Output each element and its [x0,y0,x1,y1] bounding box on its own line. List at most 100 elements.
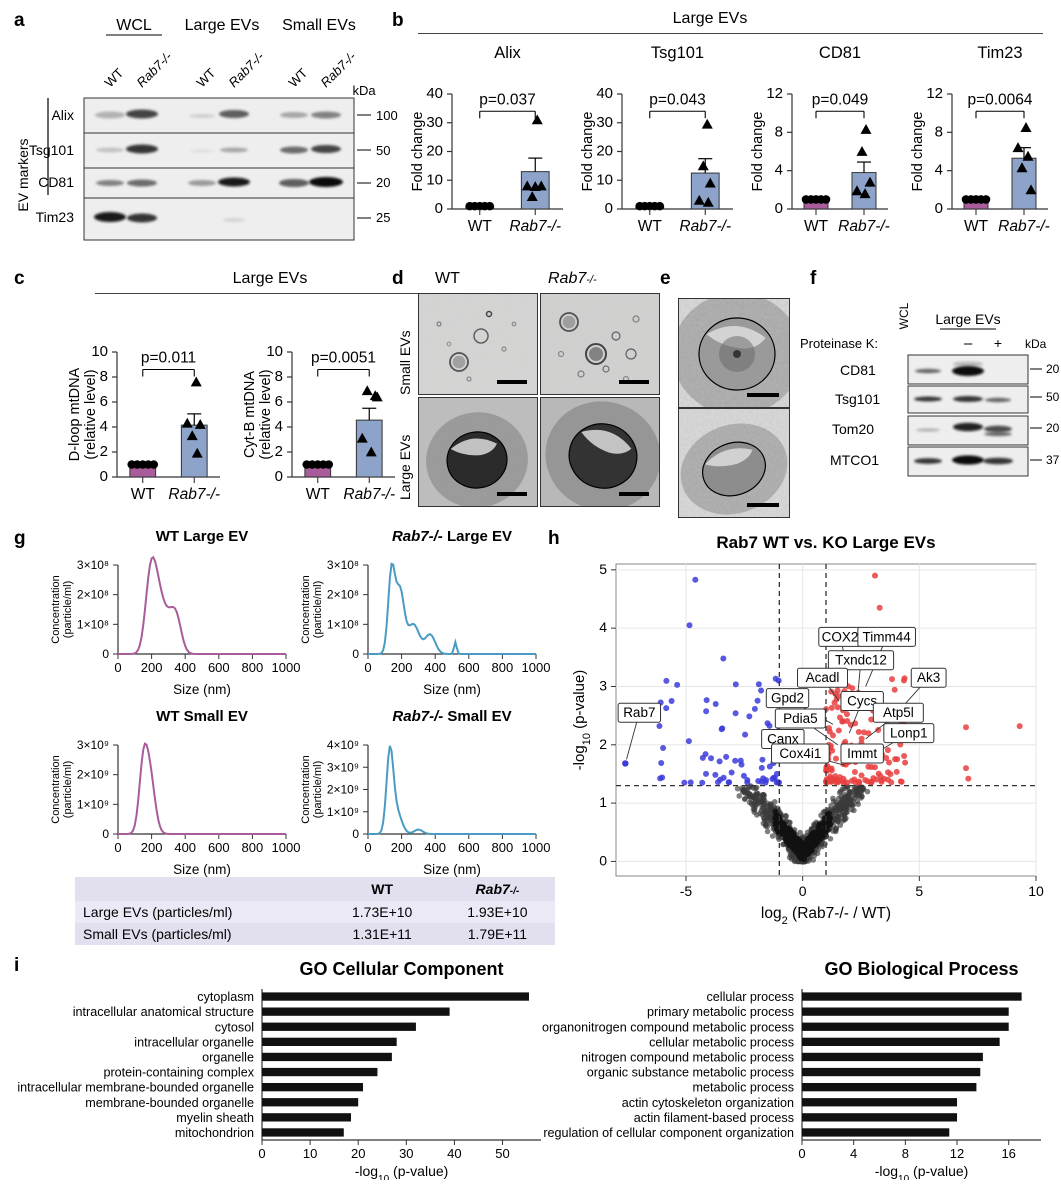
svg-text:Rab7-/-: Rab7-/- [679,218,731,235]
svg-text:0: 0 [364,840,371,855]
svg-text:0: 0 [605,200,613,217]
svg-text:30: 30 [399,1146,413,1161]
svg-text:(particle/ml): (particle/ml) [312,761,324,818]
svg-text:Size (nm): Size (nm) [173,862,231,877]
svg-text:40: 40 [447,1146,461,1161]
svg-text:Cox4i1: Cox4i1 [779,746,821,761]
svg-text:40: 40 [426,85,443,102]
svg-text:3×10⁹: 3×10⁹ [327,760,359,774]
svg-text:200: 200 [391,660,413,675]
svg-text:2×10⁸: 2×10⁸ [77,588,109,602]
svg-text:50: 50 [376,143,390,158]
svg-text:Fold change: Fold change [410,112,426,192]
svg-text:primary metabolic process: primary metabolic process [647,1005,794,1019]
svg-text:cytosol: cytosol [215,1020,254,1034]
svg-text:WT: WT [131,486,156,503]
svg-text:25: 25 [376,210,390,225]
svg-text:WT Small EV: WT Small EV [156,708,248,725]
svg-text:CD81: CD81 [840,362,876,378]
svg-text:GO Biological Process: GO Biological Process [824,959,1018,979]
svg-text:0: 0 [599,852,607,868]
svg-text:Rab7-/-: Rab7-/- [134,48,176,90]
svg-text:0: 0 [102,827,109,841]
svg-text:(particle/ml): (particle/ml) [312,581,324,638]
svg-text:organelle: organelle [202,1050,254,1064]
svg-text:12: 12 [950,1146,964,1161]
svg-text:0: 0 [114,840,121,855]
svg-text:cellular process: cellular process [707,990,795,1004]
svg-text:Tsg101: Tsg101 [651,44,704,62]
svg-text:Tsg101: Tsg101 [835,391,880,407]
svg-text:8: 8 [902,1146,909,1161]
svg-text:10: 10 [596,171,613,188]
svg-text:1000: 1000 [272,660,300,675]
svg-text:p=0.037: p=0.037 [479,91,535,108]
svg-text:40: 40 [596,85,613,102]
svg-text:Tim23: Tim23 [977,44,1022,62]
svg-text:50: 50 [1046,390,1060,404]
svg-text:(particle/ml): (particle/ml) [62,761,74,818]
svg-text:CD81: CD81 [38,174,74,190]
svg-text:log2 (Rab7-/- / WT): log2 (Rab7-/- / WT) [761,905,891,927]
svg-text:1: 1 [599,794,607,810]
svg-text:0: 0 [100,468,108,485]
svg-text:cellular metabolic process: cellular metabolic process [649,1035,794,1049]
svg-text:nitrogen compound metabolic pr: nitrogen compound metabolic process [581,1050,794,1064]
svg-text:WT: WT [638,218,663,235]
svg-text:Concentration: Concentration [300,575,312,644]
svg-text:cytoplasm: cytoplasm [197,990,254,1004]
svg-text:600: 600 [458,660,480,675]
svg-text:Small EVs: Small EVs [282,17,356,34]
svg-text:37: 37 [1046,453,1060,467]
svg-text:Rab7-/-: Rab7-/- [343,486,395,503]
svg-text:Txndc12: Txndc12 [835,653,887,668]
svg-text:COX2: COX2 [822,629,859,644]
svg-text:3×10⁸: 3×10⁸ [77,558,109,572]
svg-text:0: 0 [935,200,943,217]
svg-text:10: 10 [426,171,443,188]
svg-text:0: 0 [775,200,783,217]
svg-text:protein-containing complex: protein-containing complex [103,1066,254,1080]
svg-text:4: 4 [599,619,607,635]
svg-text:organic substance metabolic pr: organic substance metabolic process [587,1066,794,1080]
svg-text:16: 16 [1001,1146,1015,1161]
svg-text:Timm44: Timm44 [863,629,912,644]
svg-text:WT: WT [468,218,493,235]
svg-text:20: 20 [426,143,443,160]
svg-text:WT: WT [804,218,829,235]
svg-text:600: 600 [208,660,230,675]
svg-text:4: 4 [775,162,783,179]
svg-text:Large EVs: Large EVs [185,17,260,34]
svg-text:4: 4 [935,162,943,179]
svg-text:(particle/ml): (particle/ml) [62,581,74,638]
svg-text:Gpd2: Gpd2 [771,691,804,706]
svg-text:30: 30 [596,114,613,131]
svg-text:p=0.0051: p=0.0051 [311,350,376,367]
svg-text:p=0.043: p=0.043 [649,91,705,108]
svg-text:800: 800 [242,840,264,855]
svg-text:-log10 (p-value): -log10 (p-value) [355,1163,449,1180]
svg-text:p=0.011: p=0.011 [141,350,196,367]
svg-text:Rab7-/-: Rab7-/- [838,218,890,235]
svg-text:intracellular anatomical struc: intracellular anatomical structure [73,1005,254,1019]
svg-text:Rab7-/-: Rab7-/- [168,486,220,503]
svg-text:1×10⁹: 1×10⁹ [327,805,359,819]
svg-text:Pdia5: Pdia5 [783,711,818,726]
svg-text:regulation of cellular compone: regulation of cellular component organiz… [543,1126,794,1140]
svg-text:4: 4 [275,418,283,435]
svg-text:2: 2 [100,443,108,460]
svg-text:800: 800 [492,660,514,675]
svg-text:Tsg101: Tsg101 [29,142,74,158]
svg-text:actin cytoskeleton organizatio: actin cytoskeleton organization [622,1096,794,1110]
svg-text:200: 200 [141,840,163,855]
svg-text:10: 10 [266,343,283,360]
svg-text:Concentration: Concentration [50,755,62,824]
svg-text:Rab7-/- Small EV: Rab7-/- Small EV [392,708,511,725]
svg-text:3×10⁸: 3×10⁸ [327,558,359,572]
svg-text:0: 0 [435,200,443,217]
svg-text:(relative level): (relative level) [83,369,99,459]
svg-text:8: 8 [935,123,943,140]
svg-text:metabolic process: metabolic process [693,1081,795,1095]
svg-text:kDa: kDa [352,83,376,98]
svg-text:1000: 1000 [522,840,550,855]
